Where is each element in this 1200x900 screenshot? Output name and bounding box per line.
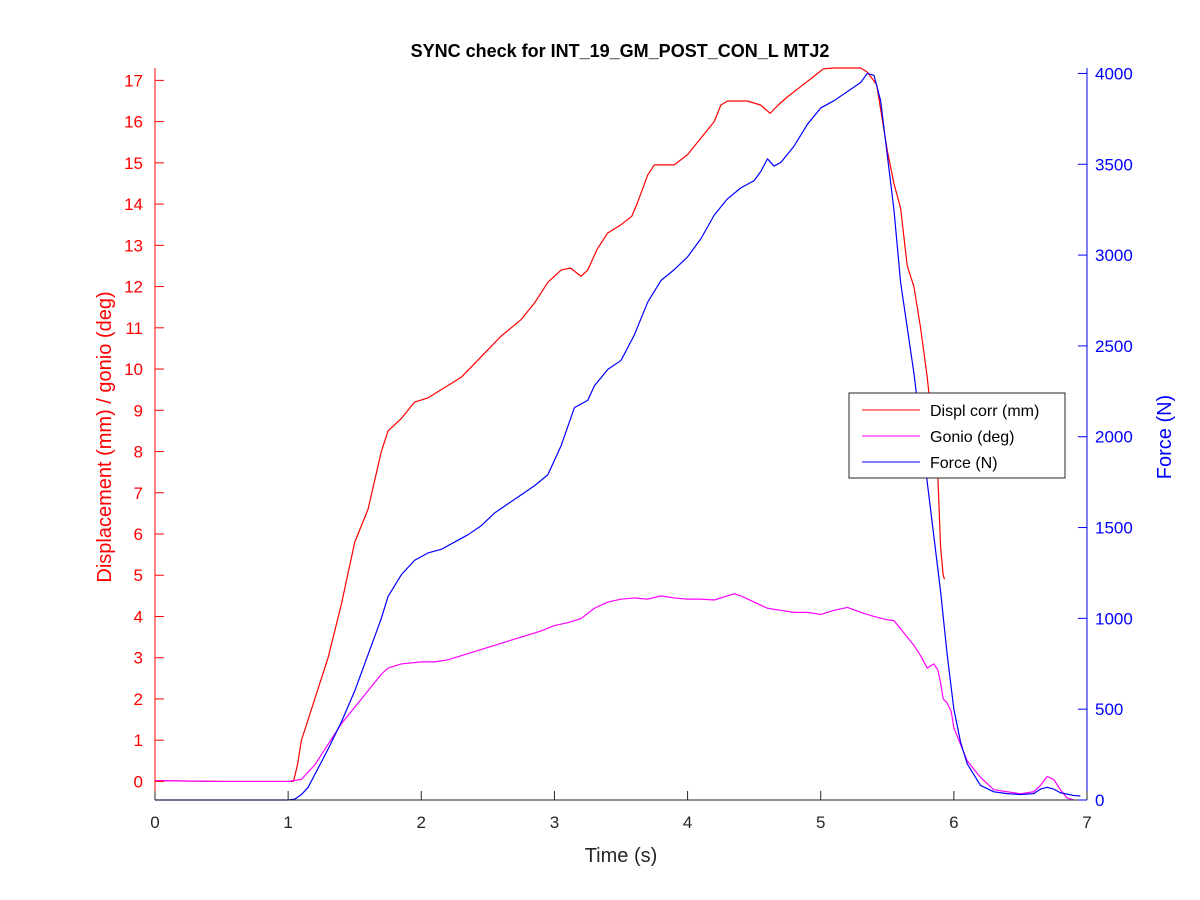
x-tick-label: 4	[683, 813, 692, 832]
y-left-tick-label: 12	[124, 278, 143, 297]
y-right-tick-label: 0	[1095, 791, 1104, 810]
y-left-tick-label: 11	[125, 319, 143, 338]
x-axis-label: Time (s)	[585, 845, 658, 867]
y-left-tick-label: 17	[124, 71, 143, 90]
x-tick-label: 6	[949, 813, 958, 832]
y-right-tick-label: 2000	[1095, 428, 1133, 447]
y-right-tick-label: 3500	[1095, 155, 1133, 174]
chart-title: SYNC check for INT_19_GM_POST_CON_L MTJ2	[411, 41, 830, 61]
y-right-tick-label: 500	[1095, 700, 1123, 719]
y-right-tick-label: 1000	[1095, 609, 1133, 628]
series-line-force	[155, 72, 1081, 801]
x-tick-label: 2	[417, 813, 426, 832]
legend-label-force: Force (N)	[930, 455, 998, 472]
y-left-tick-label: 0	[134, 772, 143, 791]
x-tick-label: 1	[283, 813, 292, 832]
y-left-tick-label: 7	[134, 484, 143, 503]
y-right-tick-label: 4000	[1095, 64, 1133, 83]
y-right-tick-label: 1500	[1095, 519, 1133, 538]
y-left-tick-label: 16	[124, 113, 143, 132]
y-left-tick-label: 9	[134, 401, 143, 420]
legend: Displ corr (mm) Gonio (deg) Force (N)	[848, 392, 1066, 479]
y-left-tick-label: 3	[134, 649, 143, 668]
legend-label-gonio: Gonio (deg)	[930, 429, 1015, 446]
y-left-tick-label: 4	[134, 607, 143, 626]
y-left-tick-label: 1	[134, 731, 143, 750]
y-left-tick-label: 8	[134, 443, 143, 462]
x-tick-label: 0	[150, 813, 159, 832]
legend-label-displ: Displ corr (mm)	[930, 403, 1039, 420]
y-right-axis-label: Force (N)	[1154, 395, 1176, 479]
y-left-tick-label: 10	[124, 360, 143, 379]
y-right-ticks: 0 500 1000 1500 2000 2500 3000 3500 4000	[1078, 64, 1133, 810]
series-line-displ	[154, 67, 946, 783]
y-left-tick-label: 6	[134, 525, 143, 544]
y-right-tick-label: 3000	[1095, 246, 1133, 265]
x-ticks: 0 1 2 3 4 5 6 7	[150, 791, 1092, 832]
y-left-axis-label: Displacement (mm) / gonio (deg)	[94, 291, 116, 582]
y-left-tick-label: 2	[134, 690, 143, 709]
y-left-tick-label: 5	[134, 566, 143, 585]
y-left-tick-label: 15	[124, 154, 143, 173]
x-tick-label: 7	[1082, 813, 1091, 832]
x-tick-label: 3	[550, 813, 559, 832]
y-right-tick-label: 2500	[1095, 337, 1133, 356]
series-line-gonio	[154, 593, 1074, 801]
plot-lines	[154, 67, 1081, 801]
y-left-tick-label: 14	[124, 195, 143, 214]
y-left-tick-label: 13	[124, 236, 143, 255]
x-tick-label: 5	[816, 813, 825, 832]
